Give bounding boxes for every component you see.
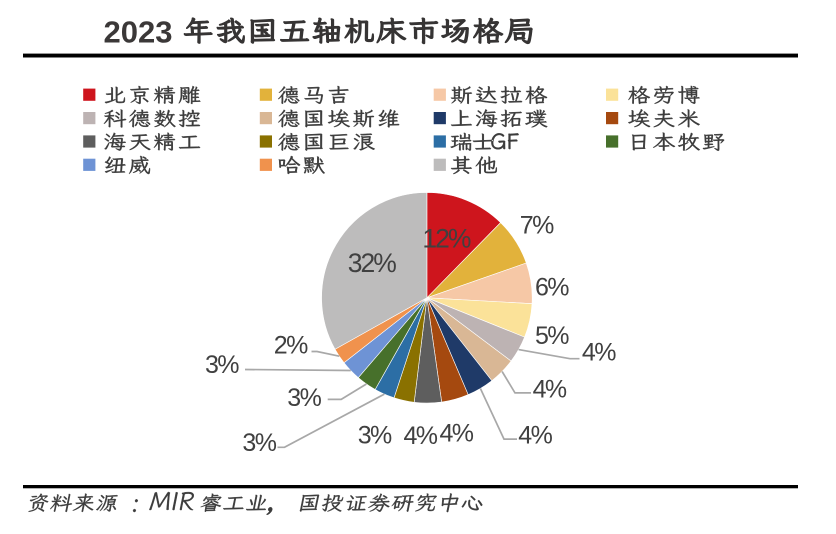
- svg-text:2023: 2023: [104, 15, 173, 50]
- svg-text:7%: 7%: [520, 211, 554, 239]
- svg-text:3%: 3%: [287, 384, 321, 412]
- svg-text:4%: 4%: [518, 422, 552, 450]
- svg-text:32%: 32%: [348, 248, 396, 278]
- svg-text:3%: 3%: [358, 422, 392, 450]
- svg-text:12%: 12%: [422, 223, 470, 253]
- svg-text:2%: 2%: [274, 332, 308, 360]
- svg-text:6%: 6%: [535, 273, 569, 301]
- svg-text:4%: 4%: [404, 422, 438, 450]
- svg-text:4%: 4%: [533, 376, 567, 404]
- svg-text:3%: 3%: [205, 351, 239, 379]
- svg-text:5%: 5%: [535, 322, 569, 350]
- svg-text:4%: 4%: [582, 339, 616, 367]
- svg-text:3%: 3%: [242, 429, 276, 457]
- svg-text:4%: 4%: [440, 420, 474, 448]
